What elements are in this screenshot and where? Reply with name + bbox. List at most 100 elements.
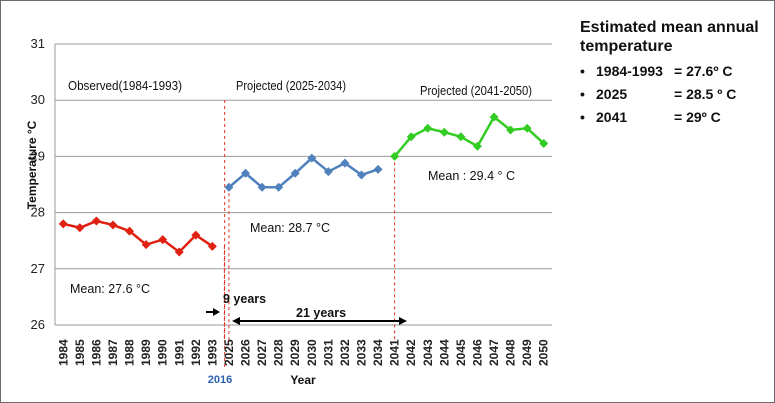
- projected2-mean-label: Mean : 29.4 ° C: [428, 169, 515, 183]
- data-point: [323, 167, 333, 177]
- bullet-icon: •: [580, 109, 585, 125]
- x-tick-label: 1991: [172, 339, 186, 366]
- data-point: [356, 170, 366, 180]
- x-tick-label: 1984: [56, 339, 70, 366]
- projected2-period-label: Projected (2041-2050): [420, 84, 532, 98]
- x-tick-label: 2027: [255, 339, 269, 366]
- bullet-icon: •: [580, 63, 585, 79]
- x-tick-label: 2048: [504, 339, 518, 366]
- y-tick-label: 29: [31, 148, 45, 163]
- x-axis-label: Year: [290, 373, 316, 387]
- legend-panel: Estimated mean annual temperature • 1984…: [580, 18, 772, 129]
- data-point: [58, 219, 68, 229]
- x-tick-label: 2031: [321, 339, 335, 366]
- data-point: [373, 164, 383, 174]
- data-point: [439, 127, 449, 137]
- data-point: [290, 168, 300, 178]
- legend-item: • 2025 = 28.5 º C: [580, 83, 772, 106]
- data-point: [191, 230, 201, 240]
- data-point: [108, 220, 118, 230]
- data-point: [340, 158, 350, 168]
- projected1-mean-label: Mean: 28.7 °C: [250, 221, 330, 235]
- legend-item-value: = 27.6º C: [674, 63, 733, 79]
- x-tick-label: 2046: [470, 339, 484, 366]
- legend-item: • 2041 = 29º C: [580, 106, 772, 129]
- x-axis-ticks: 1984 1985 1986 1987 1988 1989 1990 1991 1992 1993…: [56, 339, 550, 366]
- data-point: [75, 223, 85, 233]
- gridlines: [54, 43, 552, 326]
- data-point: [174, 247, 184, 257]
- legend-item-key: 2025: [596, 86, 628, 102]
- data-point: [125, 226, 135, 236]
- data-point: [91, 216, 101, 226]
- x-tick-label: 2032: [338, 339, 352, 366]
- x-tick-label: 1993: [205, 339, 219, 366]
- data-point: [472, 141, 482, 151]
- x-tick-label: 2041: [388, 339, 402, 366]
- data-point: [456, 132, 466, 142]
- series-line: [393, 115, 545, 158]
- x-tick-label: 2028: [272, 339, 286, 366]
- gap-21-years-label: 21 years: [296, 306, 346, 320]
- x-tick-label: 2026: [239, 339, 253, 366]
- series-line: [228, 156, 379, 189]
- gap-arrowhead-21-left: [232, 317, 240, 325]
- x-tick-label: 2043: [421, 339, 435, 366]
- x-tick-label: 2034: [371, 339, 385, 366]
- x-tick-label: 2030: [305, 339, 319, 366]
- legend-item-key: 1984-1993: [596, 63, 663, 79]
- x-tick-label: 2050: [537, 339, 551, 366]
- data-point: [406, 132, 416, 142]
- data-point: [489, 112, 499, 122]
- legend-item: • 1984-1993 = 27.6º C: [580, 60, 772, 83]
- data-point: [241, 168, 251, 178]
- x-tick-label: 1989: [139, 339, 153, 366]
- x-tick-label: 1987: [106, 339, 120, 366]
- gap-arrowhead-left: [213, 308, 220, 316]
- x-tick-label: 2025: [222, 339, 236, 366]
- y-tick-label: 27: [31, 261, 45, 276]
- data-point: [506, 125, 516, 135]
- y-tick-label: 30: [31, 92, 45, 107]
- x-tick-label: 1988: [123, 339, 137, 366]
- x-tick-label: 2033: [354, 339, 368, 366]
- x-tick-label: 2042: [404, 339, 418, 366]
- projected1-period-label: Projected (2025-2034): [236, 79, 346, 93]
- x-tick-label: 1985: [73, 339, 87, 366]
- bullet-icon: •: [580, 86, 585, 102]
- y-tick-label: 31: [31, 36, 45, 51]
- reference-lines: [223, 100, 396, 370]
- data-point: [539, 138, 549, 148]
- x-tick-label: 2049: [520, 339, 534, 366]
- data-point: [158, 235, 168, 245]
- x-tick-label: 2045: [454, 339, 468, 366]
- year-2016-marker: 2016: [208, 374, 232, 386]
- y-axis-label: Temperature °C: [25, 120, 39, 209]
- gap-9-years-label: 9 years: [223, 292, 266, 306]
- legend-item-value: = 28.5 º C: [674, 86, 737, 102]
- data-point: [141, 240, 151, 250]
- data-point: [423, 123, 433, 133]
- series-line: [62, 219, 214, 254]
- y-tick-label: 28: [31, 205, 45, 220]
- data-point: [257, 182, 267, 192]
- data-point: [274, 182, 284, 192]
- observed-period-label: Observed(1984-1993): [68, 79, 182, 93]
- x-tick-label: 2047: [487, 339, 501, 366]
- data-point: [307, 153, 317, 163]
- x-tick-label: 1992: [189, 339, 203, 366]
- legend-item-key: 2041: [596, 109, 628, 125]
- x-tick-label: 1986: [89, 339, 103, 366]
- observed-mean-label: Mean: 27.6 °C: [70, 282, 150, 296]
- y-axis-ticks: 26 27 28 29 30 31: [31, 36, 45, 332]
- legend-title: Estimated mean annual temperature: [580, 19, 759, 55]
- data-point: [207, 241, 217, 251]
- data-point: [522, 123, 532, 133]
- x-tick-label: 2029: [288, 339, 302, 366]
- x-tick-label: 2044: [437, 339, 451, 366]
- x-tick-label: 1990: [156, 339, 170, 366]
- series-group: [58, 112, 549, 257]
- legend-item-value: = 29º C: [674, 109, 721, 125]
